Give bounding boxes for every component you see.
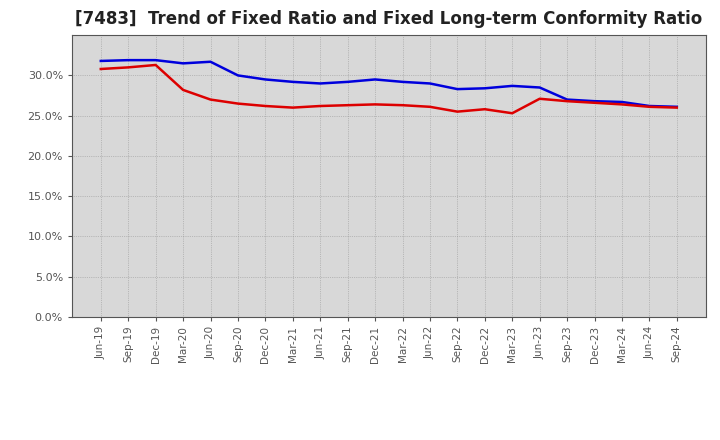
Fixed Ratio — [618, 99, 626, 105]
Fixed Ratio — [124, 58, 132, 63]
Fixed Long-term Conformity Ratio — [124, 65, 132, 70]
Line: Fixed Ratio: Fixed Ratio — [101, 60, 677, 107]
Fixed Long-term Conformity Ratio — [672, 105, 681, 110]
Fixed Long-term Conformity Ratio — [508, 110, 516, 116]
Line: Fixed Long-term Conformity Ratio: Fixed Long-term Conformity Ratio — [101, 65, 677, 113]
Fixed Long-term Conformity Ratio — [645, 104, 654, 110]
Fixed Ratio — [398, 79, 407, 84]
Fixed Long-term Conformity Ratio — [618, 102, 626, 107]
Fixed Long-term Conformity Ratio — [261, 103, 270, 109]
Fixed Long-term Conformity Ratio — [206, 97, 215, 102]
Fixed Long-term Conformity Ratio — [316, 103, 325, 109]
Fixed Ratio — [426, 81, 434, 86]
Fixed Ratio — [371, 77, 379, 82]
Fixed Ratio — [96, 59, 105, 64]
Fixed Long-term Conformity Ratio — [151, 62, 160, 68]
Fixed Ratio — [508, 83, 516, 88]
Fixed Ratio — [590, 99, 599, 104]
Fixed Long-term Conformity Ratio — [398, 103, 407, 108]
Fixed Ratio — [289, 79, 297, 84]
Fixed Long-term Conformity Ratio — [590, 100, 599, 106]
Fixed Ratio — [672, 104, 681, 110]
Fixed Ratio — [206, 59, 215, 64]
Fixed Ratio — [480, 86, 489, 91]
Fixed Long-term Conformity Ratio — [563, 99, 572, 104]
Fixed Long-term Conformity Ratio — [453, 109, 462, 114]
Fixed Long-term Conformity Ratio — [426, 104, 434, 110]
Title: [7483]  Trend of Fixed Ratio and Fixed Long-term Conformity Ratio: [7483] Trend of Fixed Ratio and Fixed Lo… — [75, 10, 703, 28]
Fixed Ratio — [343, 79, 352, 84]
Fixed Long-term Conformity Ratio — [371, 102, 379, 107]
Fixed Ratio — [536, 85, 544, 90]
Fixed Ratio — [179, 61, 187, 66]
Fixed Ratio — [261, 77, 270, 82]
Fixed Long-term Conformity Ratio — [480, 106, 489, 112]
Fixed Ratio — [563, 97, 572, 102]
Fixed Long-term Conformity Ratio — [179, 87, 187, 92]
Fixed Long-term Conformity Ratio — [96, 66, 105, 72]
Fixed Long-term Conformity Ratio — [343, 103, 352, 108]
Fixed Ratio — [453, 87, 462, 92]
Fixed Ratio — [233, 73, 242, 78]
Fixed Ratio — [645, 103, 654, 109]
Fixed Ratio — [151, 58, 160, 63]
Fixed Ratio — [316, 81, 325, 86]
Fixed Long-term Conformity Ratio — [289, 105, 297, 110]
Fixed Long-term Conformity Ratio — [536, 96, 544, 101]
Fixed Long-term Conformity Ratio — [233, 101, 242, 106]
